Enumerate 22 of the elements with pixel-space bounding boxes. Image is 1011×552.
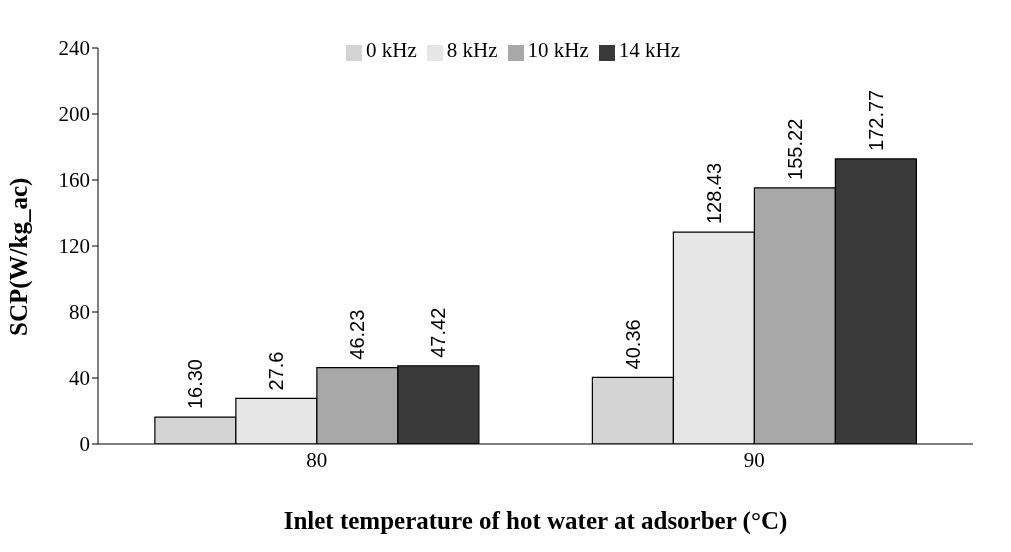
y-tick-label: 80 [69, 300, 90, 325]
data-label: 16.30 [184, 359, 207, 410]
data-label: 27.6 [265, 351, 288, 391]
data-label: 47.42 [427, 307, 450, 358]
x-tick-label: 90 [743, 447, 765, 472]
data-label: 155.22 [783, 118, 806, 180]
y-tick-label: 0 [79, 432, 90, 457]
y-tick-label: 160 [58, 168, 90, 193]
y-tick-label: 240 [58, 36, 90, 61]
data-label: 172.77 [864, 89, 887, 151]
legend-label: 0 kHz [366, 38, 417, 62]
legend-label: 10 kHz [527, 38, 589, 62]
y-tick-label: 120 [58, 234, 90, 259]
x-axis-title: Inlet temperature of hot water at adsorber (°C) [283, 507, 788, 535]
data-label: 46.23 [346, 309, 369, 360]
legend-label: 8 kHz [446, 38, 498, 62]
legend-label: 14 kHz [618, 38, 680, 62]
y-axis-title: SCP(W/kg_ac) [4, 177, 33, 336]
y-tick-label: 40 [69, 366, 90, 391]
data-label: 128.43 [702, 162, 725, 225]
data-label: 40.36 [621, 319, 644, 370]
y-tick-label: 200 [58, 102, 90, 127]
